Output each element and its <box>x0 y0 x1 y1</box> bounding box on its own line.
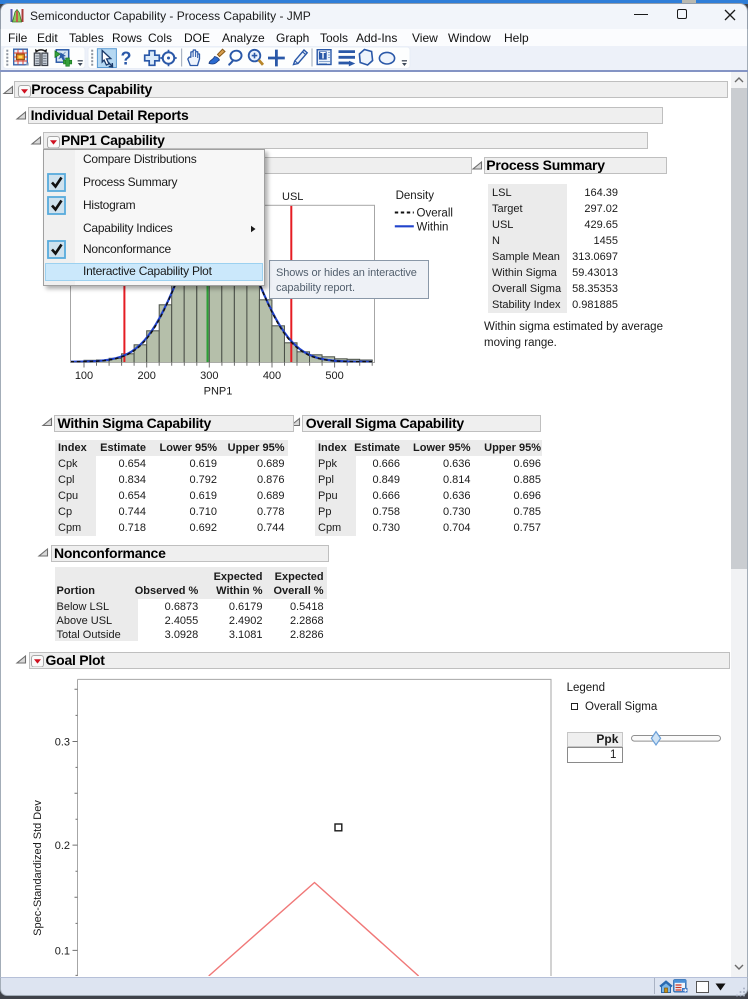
svg-text:300: 300 <box>200 370 218 382</box>
svg-text:200: 200 <box>138 370 156 382</box>
svg-text:?: ? <box>121 49 132 69</box>
svg-text:500: 500 <box>325 370 343 382</box>
svg-text:400: 400 <box>263 370 281 382</box>
svg-text:Density: Density <box>396 190 435 202</box>
svg-text:0.3: 0.3 <box>55 737 70 749</box>
svg-text:0.1: 0.1 <box>55 945 70 957</box>
svg-text:T: T <box>320 51 326 61</box>
svg-text:Within: Within <box>417 221 449 233</box>
svg-text:100: 100 <box>75 370 93 382</box>
svg-text:0.2: 0.2 <box>55 840 70 852</box>
svg-text:PNP1: PNP1 <box>204 386 233 398</box>
svg-text:Spec-Standardized Std Dev: Spec-Standardized Std Dev <box>32 800 44 936</box>
svg-text:Overall: Overall <box>417 208 453 220</box>
svg-text:USL: USL <box>282 191 303 203</box>
